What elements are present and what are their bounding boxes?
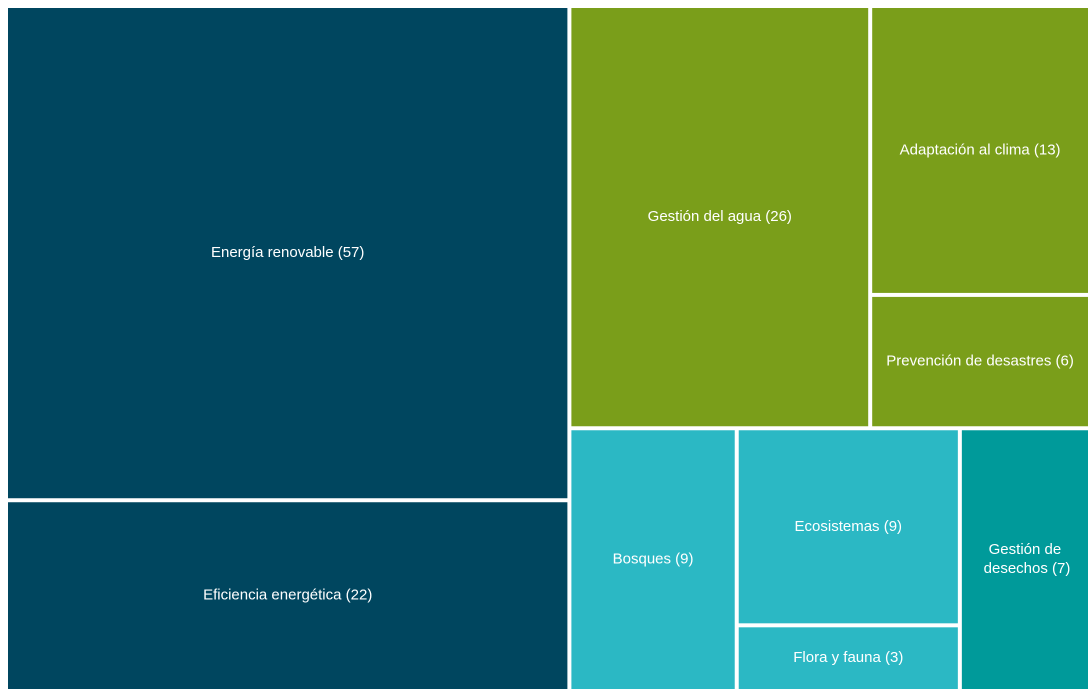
cell-label: Gestión de desechos (7)	[979, 541, 1070, 577]
treemap-cell	[571, 8, 869, 427]
treemap-cell	[571, 430, 735, 689]
cell-label: Ecosistemas (9)	[795, 518, 903, 535]
cell-label: Eficiencia energética (22)	[203, 587, 372, 604]
cell-label: Gestión del agua (26)	[648, 208, 792, 225]
cell-label: Flora y fauna (3)	[793, 649, 903, 666]
cell-label: Bosques (9)	[613, 551, 694, 568]
treemap-cell	[872, 8, 1088, 293]
treemap-cell	[8, 8, 568, 499]
cell-label: Energía renovable (57)	[211, 244, 364, 261]
treemap-cell	[738, 627, 958, 689]
treemap-cell	[872, 296, 1088, 427]
treemap-cell	[8, 502, 568, 689]
treemap-cell	[738, 430, 958, 624]
cell-label: Prevención de desastres (6)	[886, 353, 1074, 370]
cell-label: Adaptación al clima (13)	[900, 141, 1061, 158]
treemap-cell	[961, 430, 1088, 689]
